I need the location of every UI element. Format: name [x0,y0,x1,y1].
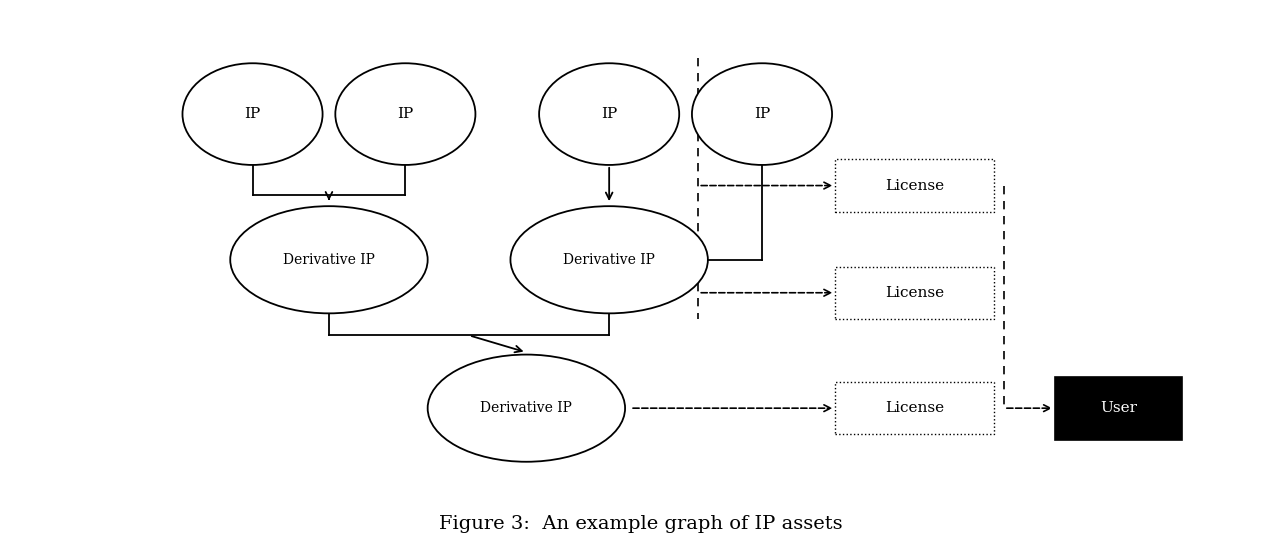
Text: Derivative IP: Derivative IP [481,401,572,415]
Text: Figure 3:  An example graph of IP assets: Figure 3: An example graph of IP assets [440,514,842,532]
Ellipse shape [692,63,832,165]
Ellipse shape [336,63,476,165]
Text: IP: IP [245,107,260,121]
FancyBboxPatch shape [836,267,995,319]
Text: License: License [886,286,945,300]
Text: IP: IP [397,107,414,121]
FancyBboxPatch shape [836,160,995,211]
FancyBboxPatch shape [1055,377,1182,440]
Ellipse shape [182,63,323,165]
Text: License: License [886,401,945,415]
Ellipse shape [428,354,626,462]
Text: License: License [886,179,945,193]
Text: Derivative IP: Derivative IP [283,253,374,267]
FancyBboxPatch shape [836,382,995,434]
Ellipse shape [231,206,428,314]
Text: Derivative IP: Derivative IP [563,253,655,267]
Text: IP: IP [601,107,618,121]
Text: User: User [1100,401,1137,415]
Ellipse shape [510,206,708,314]
Text: IP: IP [754,107,770,121]
Ellipse shape [540,63,679,165]
